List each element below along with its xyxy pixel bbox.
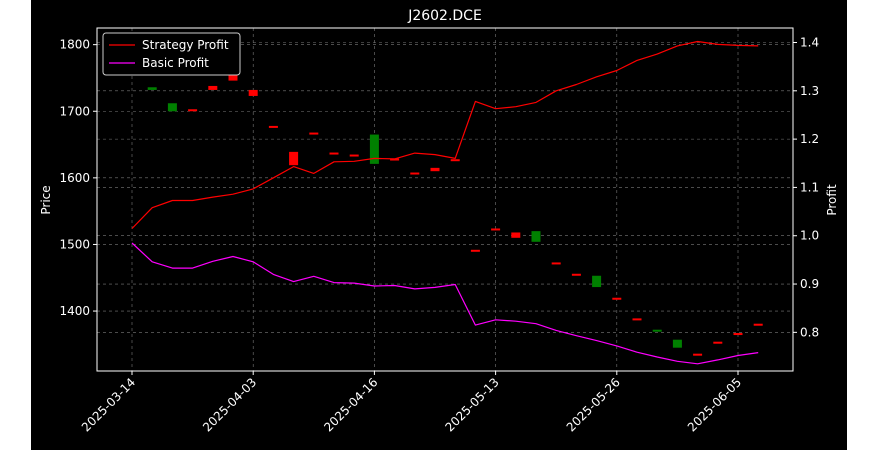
candle xyxy=(430,167,440,172)
y2-tick-label: 1.4 xyxy=(800,35,819,49)
legend-box xyxy=(102,32,241,76)
candle xyxy=(268,125,278,128)
candle xyxy=(693,353,703,356)
candle xyxy=(470,249,480,252)
legend: Strategy Profit Basic Profit xyxy=(102,32,241,76)
right-profit-axis: 0.8 0.9 1.0 1.1 1.2 1.3 1.4 xyxy=(793,35,819,339)
plot-area-frame xyxy=(96,27,794,372)
candle xyxy=(592,275,602,288)
candle xyxy=(612,297,622,300)
y-tick-label: 1800 xyxy=(59,38,90,52)
candles xyxy=(147,73,763,356)
left-price-axis: 1400 1500 1600 1700 1800 xyxy=(59,38,97,318)
y-tick-label: 1400 xyxy=(59,304,90,318)
candle xyxy=(450,159,460,162)
y-axis-label-price: Price xyxy=(39,185,53,214)
candle xyxy=(228,73,238,81)
y-axis-label-profit: Profit xyxy=(825,184,839,216)
series-line-strategy-profit xyxy=(131,40,759,229)
candle xyxy=(511,232,521,238)
candle xyxy=(167,103,177,112)
grid xyxy=(97,28,793,371)
y2-tick-label: 1.3 xyxy=(800,84,819,98)
y2-tick-label: 0.9 xyxy=(800,277,819,291)
y-tick-label: 1600 xyxy=(59,171,90,185)
legend-label-strategy-profit: Strategy Profit xyxy=(142,38,229,52)
candle xyxy=(349,154,359,157)
candle xyxy=(289,151,299,166)
candle xyxy=(652,329,662,332)
candle xyxy=(491,228,501,231)
candle xyxy=(329,152,339,155)
candle xyxy=(188,109,198,112)
candle xyxy=(672,339,682,348)
candle xyxy=(390,158,400,161)
y2-tick-label: 0.8 xyxy=(800,325,819,339)
y-tick-label: 1700 xyxy=(59,104,90,118)
candle xyxy=(208,85,218,90)
candle xyxy=(551,262,561,265)
candle xyxy=(369,134,379,164)
candle xyxy=(309,132,319,135)
profit-lines xyxy=(131,40,759,365)
candle xyxy=(147,87,157,90)
y2-tick-label: 1.1 xyxy=(800,180,819,194)
chart-title: J2602.DCE xyxy=(407,8,482,24)
y2-tick-label: 1.0 xyxy=(800,229,819,243)
y-tick-label: 1500 xyxy=(59,237,90,251)
candle xyxy=(713,341,723,344)
candle xyxy=(733,333,743,336)
candle xyxy=(753,323,763,326)
y2-tick-label: 1.2 xyxy=(800,132,819,146)
candle xyxy=(632,318,642,321)
series-line-basic-profit xyxy=(131,242,759,365)
candle xyxy=(410,172,420,175)
candle xyxy=(531,231,541,242)
candle xyxy=(571,273,581,276)
candle xyxy=(248,89,258,96)
legend-label-basic-profit: Basic Profit xyxy=(142,56,209,70)
